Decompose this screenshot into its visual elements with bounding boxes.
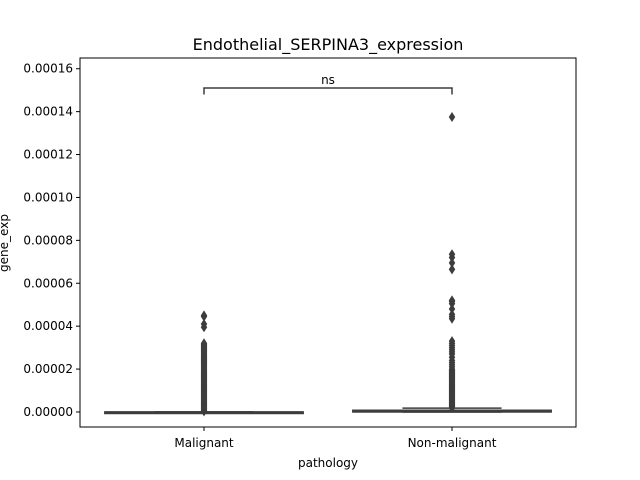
y-tick-label: 0.00008 — [23, 233, 73, 247]
plot-area — [104, 111, 552, 417]
outlier-point — [448, 257, 456, 268]
y-axis-label: gene_exp — [0, 214, 11, 272]
x-tick-label: Non-malignant — [408, 436, 497, 450]
y-tick-label: 0.00010 — [23, 190, 73, 204]
y-tick-label: 0.00014 — [23, 105, 73, 119]
outlier-point — [200, 318, 208, 330]
significance-annotation: ns — [203, 73, 453, 95]
outlier-point — [448, 309, 456, 320]
outlier-point — [448, 249, 456, 260]
x-tick-label: Malignant — [174, 436, 234, 450]
outlier-point — [200, 338, 208, 349]
outlier-point — [448, 295, 456, 306]
y-tick-label: 0.00006 — [23, 276, 73, 290]
significance-bracket — [203, 87, 453, 95]
x-axis: Malignant Non-malignant — [174, 427, 497, 450]
significance-label: ns — [321, 73, 335, 87]
outlier-point — [448, 336, 456, 347]
outlier-point — [448, 111, 456, 123]
y-axis: 0.00000 0.00002 0.00004 0.00006 0.00008 0.000… — [23, 62, 80, 419]
chart-title: Endothelial_SERPINA3_expression — [193, 35, 464, 55]
outlier-point — [448, 264, 456, 275]
box-group-non-malignant — [352, 111, 552, 413]
box-group-malignant — [104, 310, 304, 417]
y-tick-label: 0.00004 — [23, 319, 73, 333]
x-axis-label: pathology — [298, 456, 358, 470]
y-tick-label: 0.00000 — [23, 405, 73, 419]
y-tick-label: 0.00002 — [23, 362, 73, 376]
axes-frame — [79, 57, 577, 428]
outlier-point — [448, 303, 456, 315]
y-tick-label: 0.00016 — [23, 62, 73, 76]
outlier-point — [200, 310, 208, 321]
y-tick-label: 0.00012 — [23, 148, 73, 162]
